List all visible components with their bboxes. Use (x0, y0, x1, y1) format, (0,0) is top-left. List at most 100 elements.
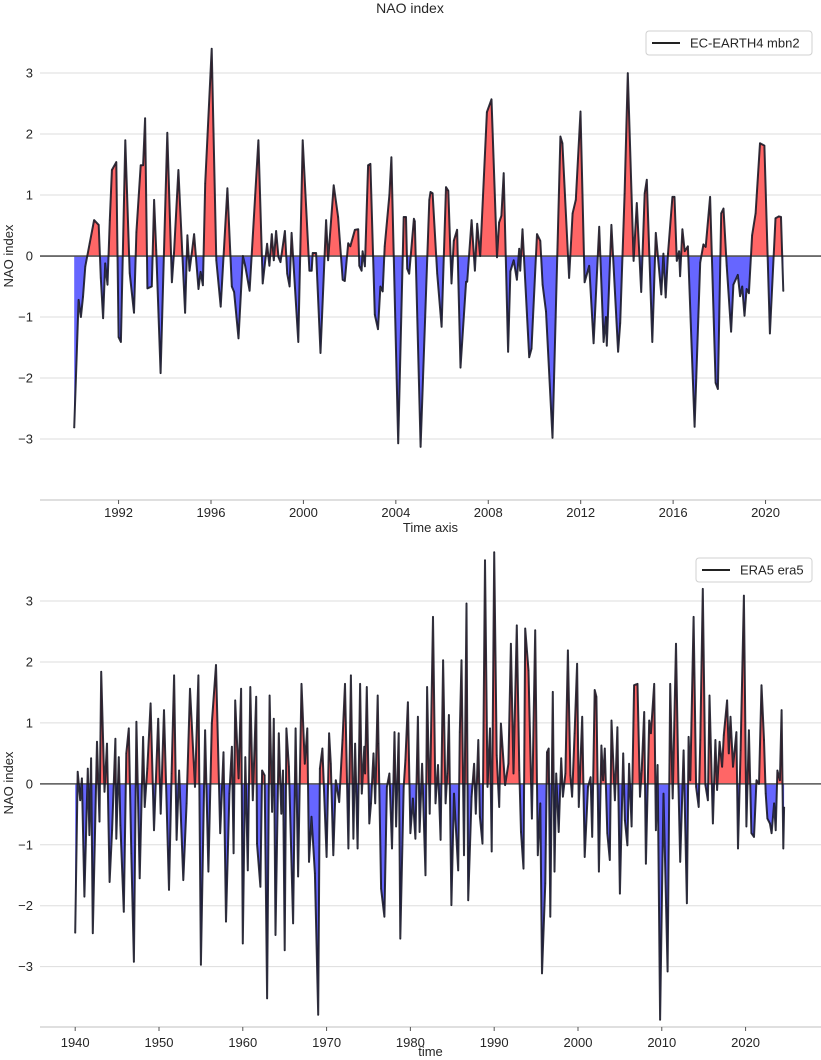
data-point (166, 132, 168, 134)
data-point (693, 616, 695, 618)
data-point (513, 259, 515, 261)
data-point (338, 801, 340, 803)
data-point (128, 727, 130, 730)
data-point (103, 791, 106, 793)
data-point (655, 232, 657, 234)
data-point (672, 797, 674, 800)
data-point (377, 328, 379, 330)
data-point (474, 270, 476, 272)
data-point (600, 744, 603, 747)
data-point (537, 854, 539, 856)
data-point (306, 727, 308, 730)
data-point (197, 674, 199, 677)
data-point (191, 252, 193, 254)
data-point (699, 739, 701, 741)
data-point (160, 813, 162, 815)
data-point (683, 749, 685, 752)
data-point (782, 847, 784, 850)
data-point (357, 228, 359, 230)
data-point (315, 252, 317, 254)
data-point (312, 252, 314, 254)
data-point (388, 772, 390, 775)
data-point (617, 351, 619, 353)
legend-box (695, 557, 813, 583)
data-point (594, 689, 596, 691)
data-point (211, 48, 213, 50)
data-point (673, 196, 676, 198)
data-point (679, 861, 681, 863)
data-point (758, 783, 760, 785)
data-point (555, 772, 557, 775)
data-point (466, 281, 468, 283)
data-point (475, 813, 477, 815)
data-point (679, 275, 681, 277)
data-point (412, 797, 414, 800)
data-point (695, 786, 697, 788)
data-point (163, 709, 165, 711)
x-axis-label: Time axis (403, 520, 459, 535)
data-point (704, 784, 707, 786)
data-point (518, 769, 520, 772)
data-point (73, 427, 75, 429)
data-point (581, 716, 583, 718)
data-point (266, 997, 268, 1000)
data-point (453, 793, 455, 795)
data-point (333, 184, 335, 186)
data-point (662, 253, 665, 255)
data-point (584, 281, 586, 283)
data-point (490, 98, 493, 100)
data-point (765, 793, 767, 795)
chart-ec-earth4: −3 −2 −1 0 1 2 3 1992 1996 2000 2004 2008 2012 2016 20… (1, 30, 821, 535)
data-point (417, 716, 419, 718)
data-point (534, 629, 536, 631)
data-point (644, 192, 646, 194)
data-point (677, 786, 680, 788)
data-point (783, 806, 785, 808)
data-point (144, 117, 146, 119)
data-point (308, 270, 310, 272)
data-point (421, 763, 423, 765)
data-point (716, 789, 718, 791)
data-point (616, 726, 619, 728)
data-point (568, 277, 570, 279)
data-point (665, 296, 667, 299)
y-tick-label: −1 (18, 837, 33, 852)
data-point (484, 559, 486, 561)
data-point (748, 292, 750, 294)
data-point (344, 683, 346, 685)
data-point (310, 816, 313, 818)
data-point (429, 813, 431, 815)
data-point (442, 659, 444, 661)
data-point (237, 337, 240, 339)
data-point (539, 802, 541, 805)
data-point (567, 649, 569, 652)
data-point (361, 793, 363, 795)
data-point (722, 207, 725, 210)
data-point (748, 729, 750, 731)
data-point (471, 219, 473, 221)
x-tick-label: 2010 (647, 1035, 676, 1050)
data-point (189, 688, 191, 690)
data-point (350, 674, 352, 677)
data-point (370, 802, 372, 805)
data-point (182, 879, 184, 881)
data-point (317, 1014, 319, 1016)
data-point (448, 714, 450, 716)
data-point (271, 233, 273, 235)
data-point (186, 802, 188, 805)
data-point (409, 832, 411, 834)
data-point (498, 221, 500, 224)
data-point (603, 341, 605, 343)
data-point (257, 139, 259, 141)
data-point (519, 270, 521, 272)
y-tick-label: −3 (18, 959, 33, 974)
data-point (153, 199, 155, 201)
data-point (432, 616, 434, 618)
data-point (79, 799, 81, 801)
data-point (726, 699, 728, 702)
data-point (624, 193, 626, 195)
data-point (619, 322, 621, 324)
y-tick-label: 1 (26, 188, 33, 203)
data-point (782, 290, 784, 292)
data-point (737, 847, 739, 850)
